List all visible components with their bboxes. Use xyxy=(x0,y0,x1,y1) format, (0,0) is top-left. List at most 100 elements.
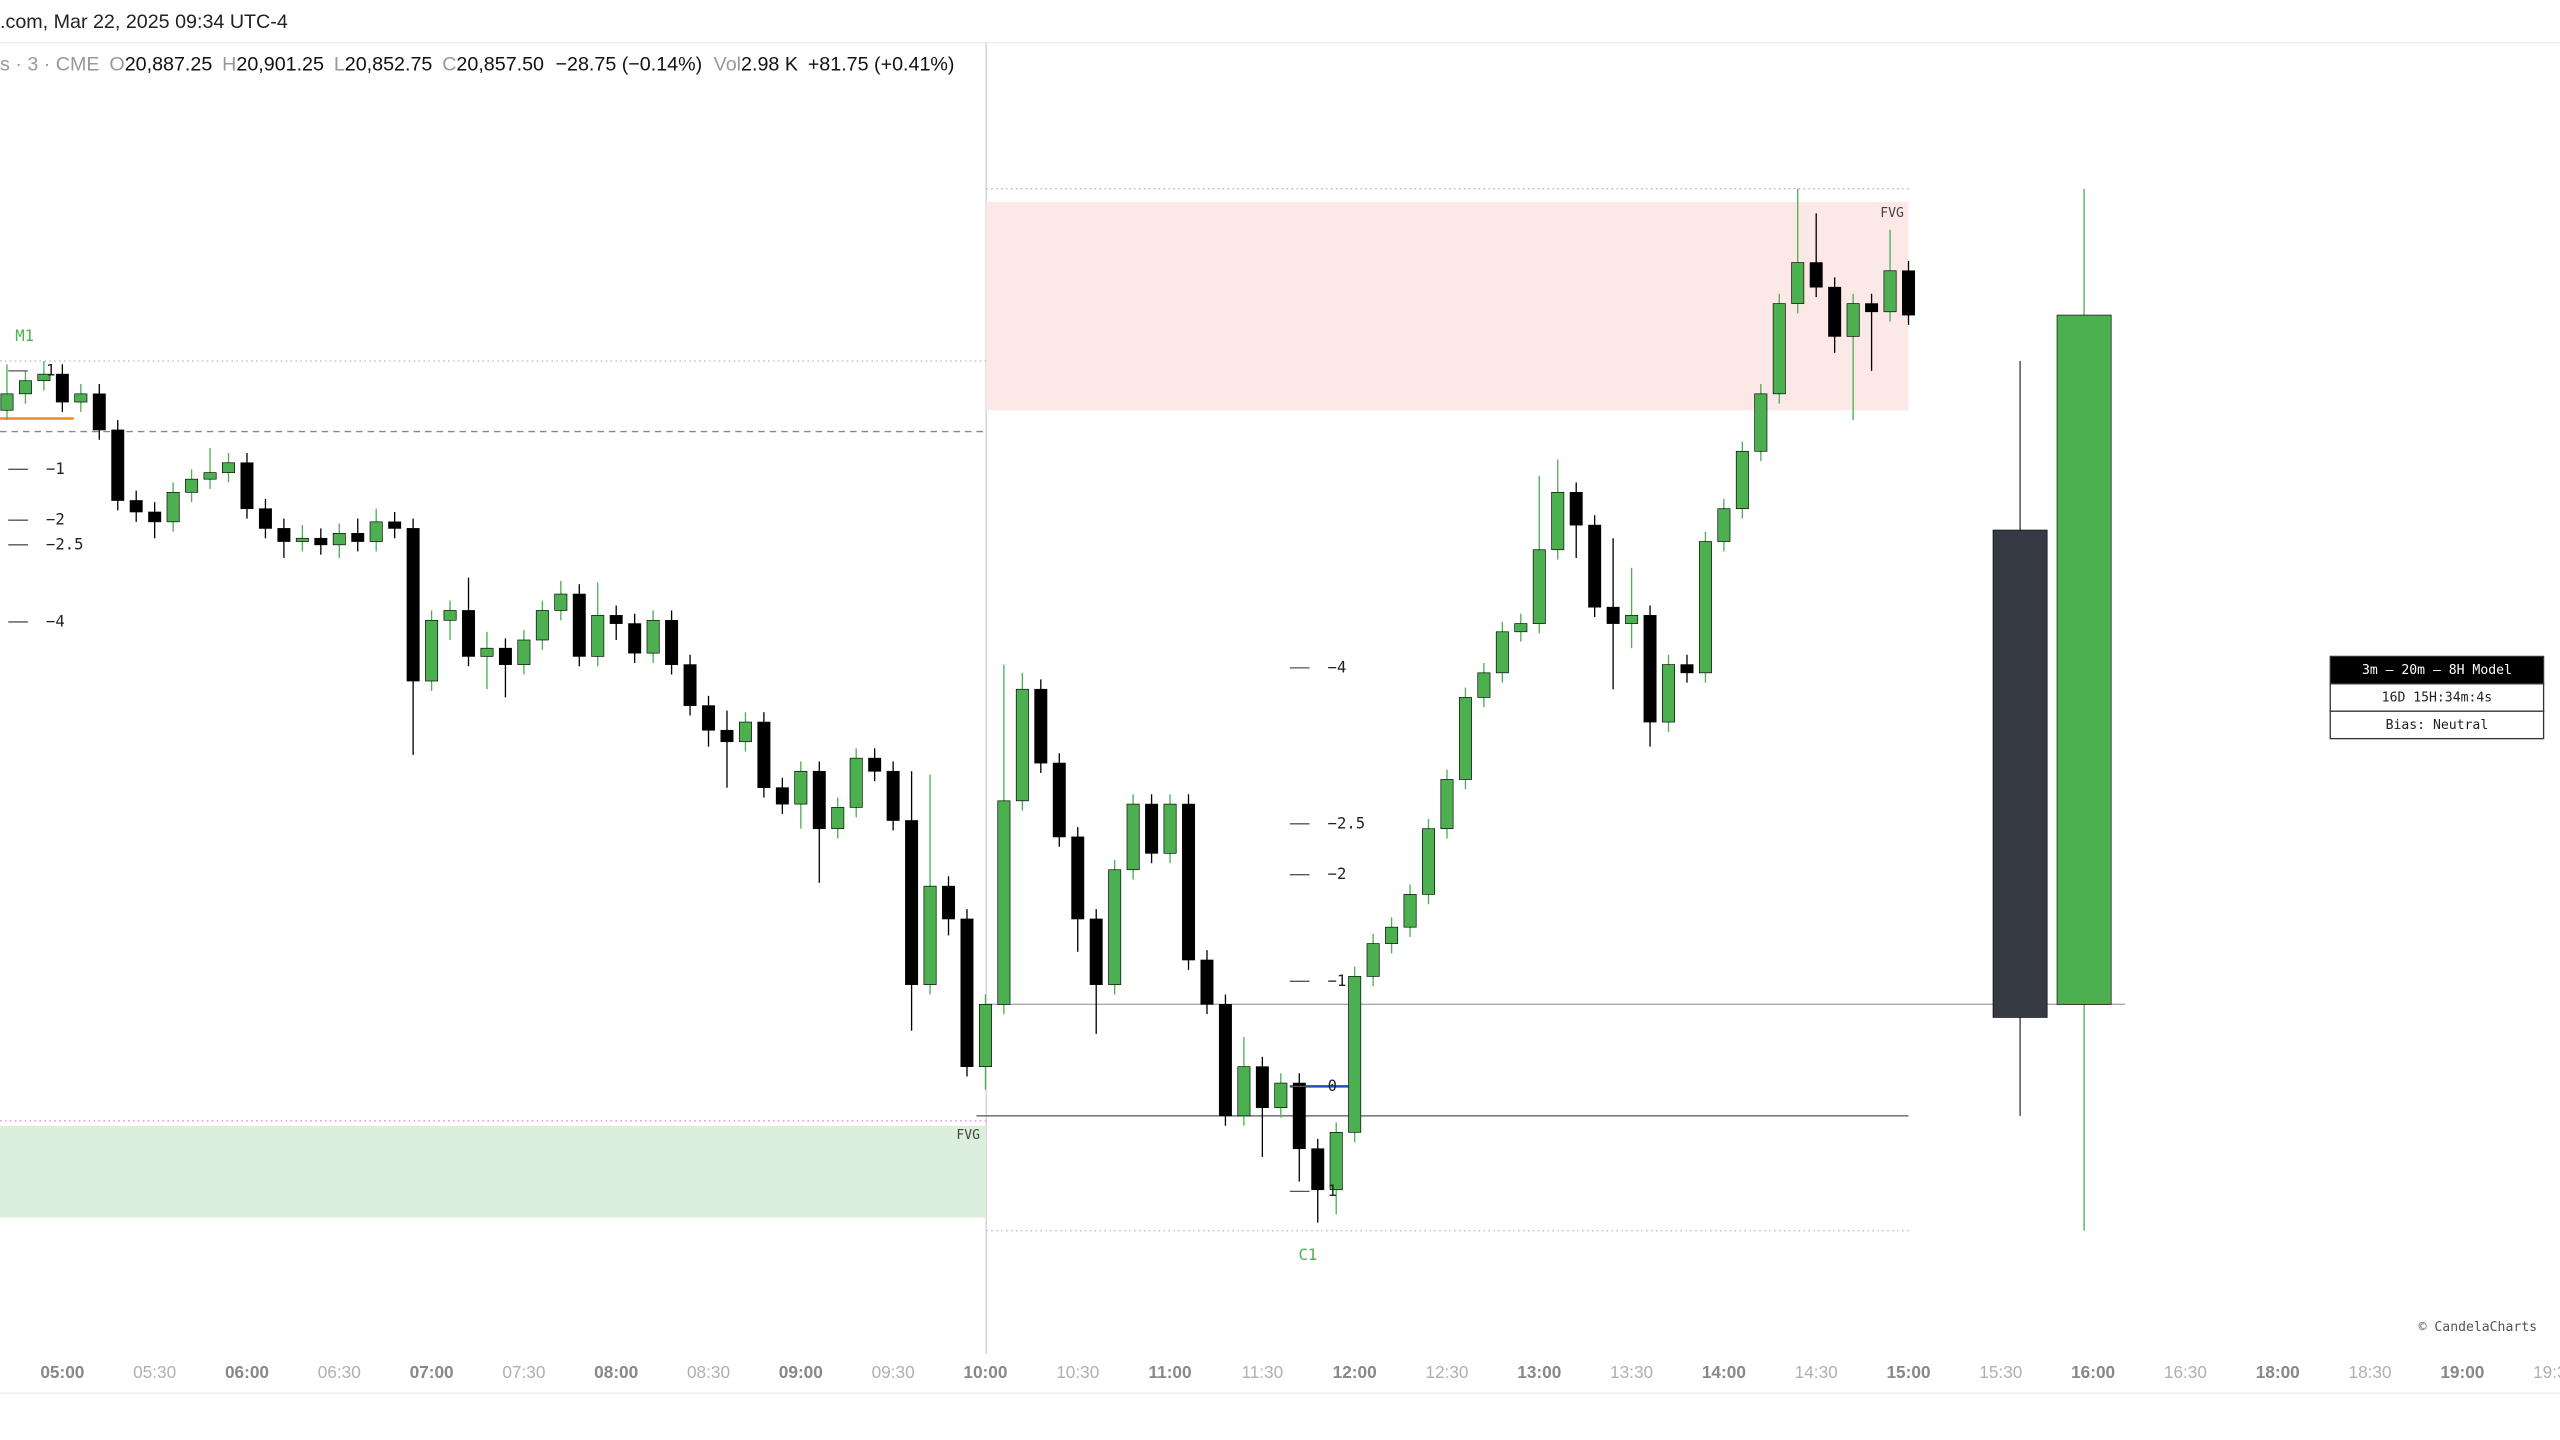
candle-body xyxy=(1145,803,1159,854)
candle-body xyxy=(1717,508,1731,542)
x-tick-label: 12:30 xyxy=(1425,1362,1468,1382)
candle-body xyxy=(1846,303,1860,337)
candle-body xyxy=(609,615,623,624)
candle-body xyxy=(74,393,88,403)
candle-body xyxy=(1200,959,1214,1005)
candle-body xyxy=(185,478,199,493)
candle-body xyxy=(978,1003,992,1067)
fvg-label: FVG xyxy=(956,1128,980,1143)
header-item: C xyxy=(442,54,456,76)
x-tick-label: 14:30 xyxy=(1795,1362,1838,1382)
candle-body xyxy=(1992,529,2048,1018)
candle-body xyxy=(960,918,974,1067)
candle-body xyxy=(1698,541,1712,674)
x-tick-label: 14:00 xyxy=(1702,1362,1746,1382)
level-label: −4 xyxy=(1328,658,1347,676)
candle-body xyxy=(1071,836,1085,920)
candle-body xyxy=(277,528,291,542)
candle-body xyxy=(2056,314,2112,1005)
candle-body xyxy=(1274,1082,1288,1109)
candle-body xyxy=(1606,606,1620,624)
candle-body xyxy=(997,800,1011,1005)
x-tick-label: 19:30 xyxy=(2533,1362,2560,1382)
candle-body xyxy=(129,500,143,513)
candle-body xyxy=(111,429,125,501)
x-tick-label: 07:00 xyxy=(410,1362,454,1382)
candle-body xyxy=(55,373,69,403)
x-tick-label: 11:30 xyxy=(1241,1362,1283,1382)
candle-body xyxy=(591,615,605,657)
candle-body xyxy=(1551,491,1565,551)
candle-body xyxy=(388,521,402,529)
candle-body xyxy=(1809,262,1823,288)
x-tick-label: 05:00 xyxy=(40,1362,84,1382)
candle-body xyxy=(18,380,32,395)
candle-body xyxy=(0,393,14,411)
candle-body xyxy=(683,664,697,706)
candle-body xyxy=(222,462,235,473)
candle-body xyxy=(1385,926,1399,944)
candle-body xyxy=(1015,688,1029,802)
candle-body xyxy=(1329,1131,1343,1191)
candle-body xyxy=(203,472,217,480)
x-tick-label: 19:00 xyxy=(2440,1362,2484,1382)
candle-body xyxy=(148,511,162,523)
swing-label: M1 xyxy=(15,327,34,345)
x-tick-label: 15:30 xyxy=(1979,1362,2022,1382)
x-tick-label: 16:00 xyxy=(2071,1362,2115,1382)
x-tick-label: 13:00 xyxy=(1517,1362,1561,1382)
x-tick-label: 10:00 xyxy=(963,1362,1007,1382)
x-tick-label: 09:00 xyxy=(779,1362,823,1382)
level-label: 1 xyxy=(1328,1182,1337,1200)
candle-body xyxy=(1662,664,1675,723)
candle-body xyxy=(462,610,475,657)
candle-body xyxy=(406,528,420,682)
fvg-zone xyxy=(986,201,1909,411)
x-tick-label: 10:30 xyxy=(1056,1362,1099,1382)
header-ohlc: s · 3 · CME O20,887.25 H20,901.25 L20,852.7… xyxy=(0,54,954,76)
candle-body xyxy=(1366,943,1380,977)
candle-body xyxy=(166,491,180,523)
fvg-zone xyxy=(0,1125,987,1218)
candle-body xyxy=(1625,615,1639,624)
candle-body xyxy=(498,647,512,665)
watermark: © CandelaCharts xyxy=(2419,1320,2537,1335)
candle-body xyxy=(702,705,715,731)
fvg-label: FVG xyxy=(1880,206,1904,221)
candle-body xyxy=(314,537,328,546)
candle-body xyxy=(646,619,660,654)
candle-body xyxy=(240,462,254,510)
candle-body xyxy=(1440,779,1454,830)
candle-body xyxy=(572,593,586,657)
candle-body xyxy=(1403,894,1417,928)
header-item: 20,857.50 xyxy=(456,54,544,76)
candle-body xyxy=(1034,688,1048,764)
candle-body xyxy=(480,647,494,657)
candle-body xyxy=(554,593,568,611)
header-item: +81.75 (+0.41%) xyxy=(808,54,955,76)
x-tick-label: 09:30 xyxy=(872,1362,915,1382)
model-box-text: 3m – 20m – 8H Model xyxy=(2362,663,2512,678)
candle-body xyxy=(443,610,457,621)
candle-body xyxy=(665,619,679,665)
candle-body xyxy=(1883,270,1897,313)
candle-body xyxy=(332,533,346,546)
x-tick-label: 07:30 xyxy=(502,1362,545,1382)
candle-body xyxy=(1772,303,1786,395)
swing-label: C1 xyxy=(1299,1246,1318,1264)
x-tick-label: 18:30 xyxy=(2349,1362,2392,1382)
level-label: −1 xyxy=(1328,972,1347,990)
candle-body xyxy=(1422,828,1435,895)
candle-body xyxy=(1828,286,1842,337)
candle-body xyxy=(517,639,531,665)
candle-body xyxy=(1126,803,1140,871)
candle-body xyxy=(295,537,309,542)
candle-body xyxy=(369,521,383,542)
level-label: −2 xyxy=(46,511,65,529)
x-tick-label: 15:00 xyxy=(1886,1362,1930,1382)
header-item: 20,852.75 xyxy=(345,54,433,76)
candle-body xyxy=(775,787,789,805)
candle-body xyxy=(351,533,365,542)
candle-body xyxy=(1052,762,1066,838)
candle-body xyxy=(849,757,863,808)
